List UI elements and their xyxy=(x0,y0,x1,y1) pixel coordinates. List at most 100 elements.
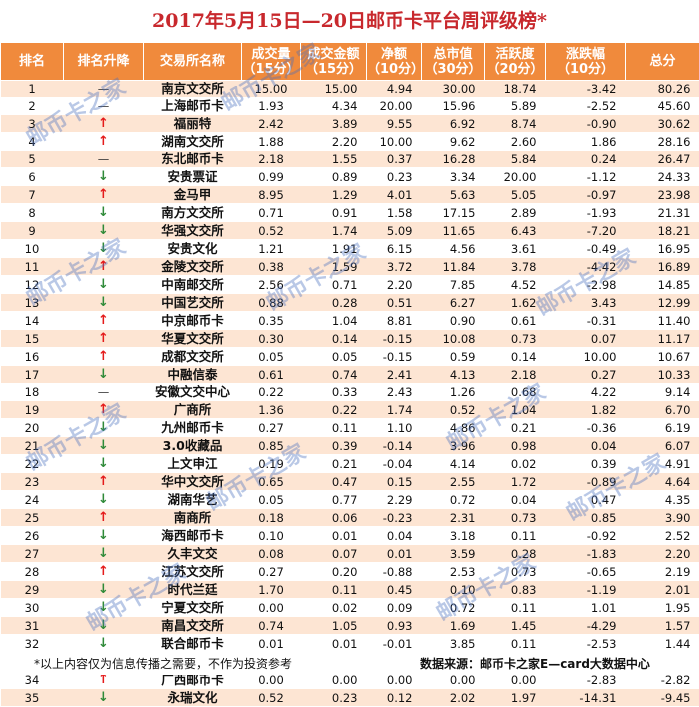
arrow-down-icon: ↓ xyxy=(98,528,109,543)
act-cell: 0.68 xyxy=(485,384,546,401)
arrow-down-icon: ↓ xyxy=(98,690,109,705)
chg-cell: -0.97 xyxy=(546,186,626,204)
total-cell: 2.20 xyxy=(626,545,699,563)
arrow-up-icon: ↑ xyxy=(98,259,109,274)
mcap-cell: 6.92 xyxy=(422,115,485,133)
act-cell: 1.97 xyxy=(485,689,546,707)
rank-cell: 13 xyxy=(1,294,64,312)
amt-cell: 0.89 xyxy=(301,168,367,186)
exchange-name-cell: 九州邮币卡 xyxy=(144,419,242,437)
page-title: 2017年5月15日—20日邮币卡平台周评级榜* xyxy=(0,0,699,42)
exchange-name-cell: 联合邮币卡 xyxy=(144,635,242,653)
net-cell: 2.29 xyxy=(367,491,422,509)
total-cell: 21.31 xyxy=(626,204,699,222)
amt-cell: 3.89 xyxy=(301,115,367,133)
amt-cell: 0.14 xyxy=(301,330,367,348)
ranking-table: 排名排名升降交易所名称成交量 （15分）成交金额 （15分）净额 （10分）总市… xyxy=(0,42,699,707)
act-cell: 0.21 xyxy=(485,419,546,437)
act-cell: 8.74 xyxy=(485,115,546,133)
vol-cell: 2.42 xyxy=(242,115,301,133)
act-cell: 1.62 xyxy=(485,294,546,312)
dash-icon: — xyxy=(98,385,110,399)
exchange-name-cell: 华中文交所 xyxy=(144,473,242,491)
exchange-name-cell: 时代兰廷 xyxy=(144,581,242,599)
mcap-cell: 3.96 xyxy=(422,437,485,455)
arrow-down-icon: ↓ xyxy=(98,277,109,292)
rank-cell: 27 xyxy=(1,545,64,563)
vol-cell: 0.30 xyxy=(242,330,301,348)
rank-change-cell: — xyxy=(64,98,144,115)
amt-cell: 0.28 xyxy=(301,294,367,312)
vol-cell: 1.88 xyxy=(242,133,301,151)
act-cell: 0.04 xyxy=(485,491,546,509)
total-cell: 16.95 xyxy=(626,240,699,258)
chg-cell: 1.01 xyxy=(546,599,626,617)
total-cell: 3.90 xyxy=(626,509,699,527)
exchange-name-cell: 中南邮交所 xyxy=(144,276,242,294)
exchange-name-cell: 安贵票证 xyxy=(144,168,242,186)
act-cell: 0.98 xyxy=(485,437,546,455)
arrow-up-icon: ↑ xyxy=(98,510,109,525)
net-cell: 2.41 xyxy=(367,366,422,384)
amt-cell: 0.39 xyxy=(301,437,367,455)
mcap-cell: 2.02 xyxy=(422,689,485,707)
net-cell: 8.81 xyxy=(367,312,422,330)
total-cell: 1.95 xyxy=(626,599,699,617)
exchange-name-cell: 金马甲 xyxy=(144,186,242,204)
mcap-cell: 17.15 xyxy=(422,204,485,222)
mcap-cell: 3.85 xyxy=(422,635,485,653)
arrow-up-icon: ↑ xyxy=(98,474,109,489)
rank-cell: 5 xyxy=(1,151,64,168)
rank-change-cell: ↓ xyxy=(64,366,144,384)
mcap-cell: 16.28 xyxy=(422,151,485,168)
amt-cell: 1.74 xyxy=(301,222,367,240)
rank-cell: 20 xyxy=(1,419,64,437)
rank-change-cell: ↑ xyxy=(64,330,144,348)
rank-change-cell: ↑ xyxy=(64,258,144,276)
mcap-cell: 3.34 xyxy=(422,168,485,186)
chg-cell: -1.83 xyxy=(546,545,626,563)
net-cell: 0.93 xyxy=(367,617,422,635)
net-cell: 0.01 xyxy=(367,545,422,563)
arrow-down-icon: ↓ xyxy=(98,600,109,615)
net-cell: 0.37 xyxy=(367,151,422,168)
mcap-cell: 2.53 xyxy=(422,563,485,581)
vol-cell: 1.21 xyxy=(242,240,301,258)
column-header: 总分 xyxy=(626,43,699,81)
exchange-name-cell: 宁夏文交所 xyxy=(144,599,242,617)
act-cell: 18.74 xyxy=(485,81,546,98)
vol-cell: 0.01 xyxy=(242,635,301,653)
exchange-name-cell: 江苏文交所 xyxy=(144,563,242,581)
mcap-cell: 0.59 xyxy=(422,348,485,366)
amt-cell: 0.06 xyxy=(301,509,367,527)
exchange-name-cell: 华强文交所 xyxy=(144,222,242,240)
chg-cell: -2.98 xyxy=(546,276,626,294)
chg-cell: 0.47 xyxy=(546,491,626,509)
chg-cell: 0.39 xyxy=(546,455,626,473)
exchange-name-cell: 中融信泰 xyxy=(144,366,242,384)
act-cell: 1.45 xyxy=(485,617,546,635)
rank-cell: 35 xyxy=(1,689,64,707)
vol-cell: 0.10 xyxy=(242,527,301,545)
amt-cell: 0.02 xyxy=(301,599,367,617)
arrow-down-icon: ↓ xyxy=(98,492,109,507)
rank-change-cell: ↓ xyxy=(64,599,144,617)
rank-change-cell: ↓ xyxy=(64,689,144,707)
act-cell: 5.89 xyxy=(485,98,546,115)
chg-cell: 0.04 xyxy=(546,437,626,455)
column-header: 涨跌幅 （10分） xyxy=(546,43,626,81)
amt-cell: 0.71 xyxy=(301,276,367,294)
rank-cell: 28 xyxy=(1,563,64,581)
exchange-name-cell: 上海邮币卡 xyxy=(144,98,242,115)
rank-cell: 26 xyxy=(1,527,64,545)
total-cell: 2.52 xyxy=(626,527,699,545)
exchange-name-cell: 安贵文化 xyxy=(144,240,242,258)
exchange-name-cell: 湖南文交所 xyxy=(144,133,242,151)
chg-cell: -4.42 xyxy=(546,258,626,276)
act-cell: 3.61 xyxy=(485,240,546,258)
rank-change-cell: ↓ xyxy=(64,527,144,545)
